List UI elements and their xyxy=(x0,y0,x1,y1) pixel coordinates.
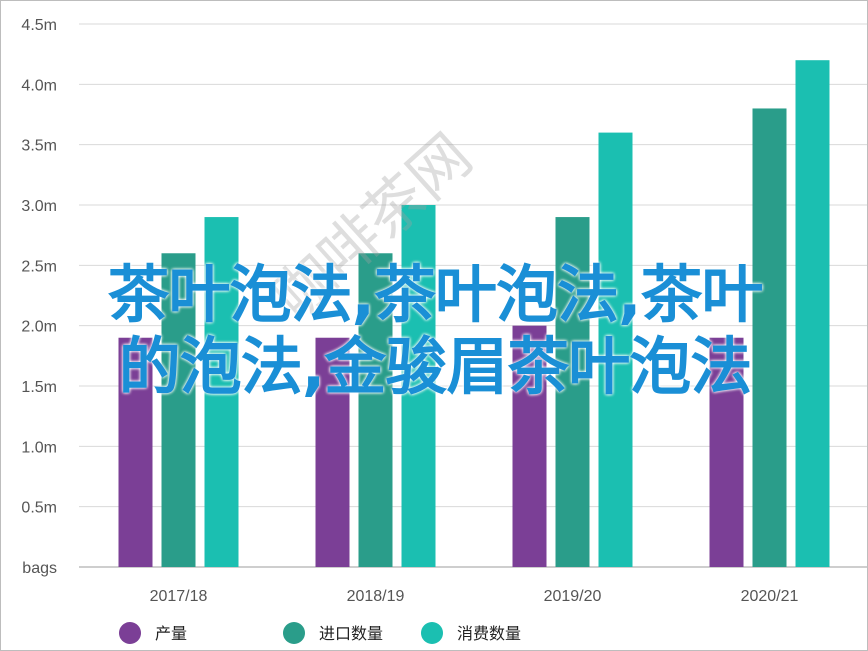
x-tick-label: 2019/20 xyxy=(544,588,602,605)
bar-2020-21-series-1 xyxy=(752,108,787,567)
bar-2017-18-series-0 xyxy=(118,337,153,567)
x-tick-label: 2018/19 xyxy=(347,588,405,605)
y-tick-label: 4.5m xyxy=(21,17,57,34)
y-tick-label: 2.5m xyxy=(21,258,57,275)
legend-label: 消费数量 xyxy=(457,625,521,643)
overlay-title-line-1: 茶叶泡法,茶叶泡法,茶叶 xyxy=(107,258,763,331)
bar-2018-19-series-2 xyxy=(401,205,436,567)
bar-2017-18-series-2 xyxy=(204,217,239,568)
legend-marker xyxy=(119,622,141,644)
bar-2019-20-series-0 xyxy=(512,325,547,567)
y-tick-label: 3.0m xyxy=(21,198,57,215)
overlay-title-line-2: 的泡法,金骏眉茶叶泡法 xyxy=(118,330,753,403)
legend-label: 产量 xyxy=(155,625,187,643)
bar-2019-20-series-1 xyxy=(555,217,590,568)
legend-marker xyxy=(283,622,305,644)
y-tick-label: 4.0m xyxy=(21,77,57,94)
y-tick-label: 3.5m xyxy=(21,138,57,155)
legend-marker xyxy=(421,622,443,644)
y-tick-label: 1.0m xyxy=(21,439,57,456)
bar-2017-18-series-1 xyxy=(161,253,196,567)
bar-2018-19-series-1 xyxy=(358,253,393,567)
bar-2020-21-series-0 xyxy=(709,337,744,567)
bar-2020-21-series-2 xyxy=(795,60,830,567)
x-tick-label: 2020/21 xyxy=(741,588,799,605)
bars xyxy=(118,60,830,568)
x-axis-ticks: 2017/18 2018/19 2019/20 2020/21 xyxy=(150,588,799,605)
y-tick-label: 0.5m xyxy=(21,500,57,517)
x-tick-label: 2017/18 xyxy=(150,588,208,605)
legend-label: 进口数量 xyxy=(319,625,383,643)
y-tick-label: bags xyxy=(22,560,57,577)
bar-2018-19-series-0 xyxy=(315,337,350,567)
y-tick-label: 1.5m xyxy=(21,379,57,396)
overlay-title: 茶叶泡法,茶叶泡法,茶叶 的泡法,金骏眉茶叶泡法 xyxy=(1,259,868,403)
y-tick-label: 2.0m xyxy=(21,319,57,336)
bar-2019-20-series-2 xyxy=(598,132,633,567)
legend: 产量 进口数量 消费数量 xyxy=(119,622,521,644)
y-axis-ticks: bags 0.5m 1.0m 1.5m 2.0m 2.5m 3.0m 3.5m 4.0m 4.5m xyxy=(21,17,57,577)
